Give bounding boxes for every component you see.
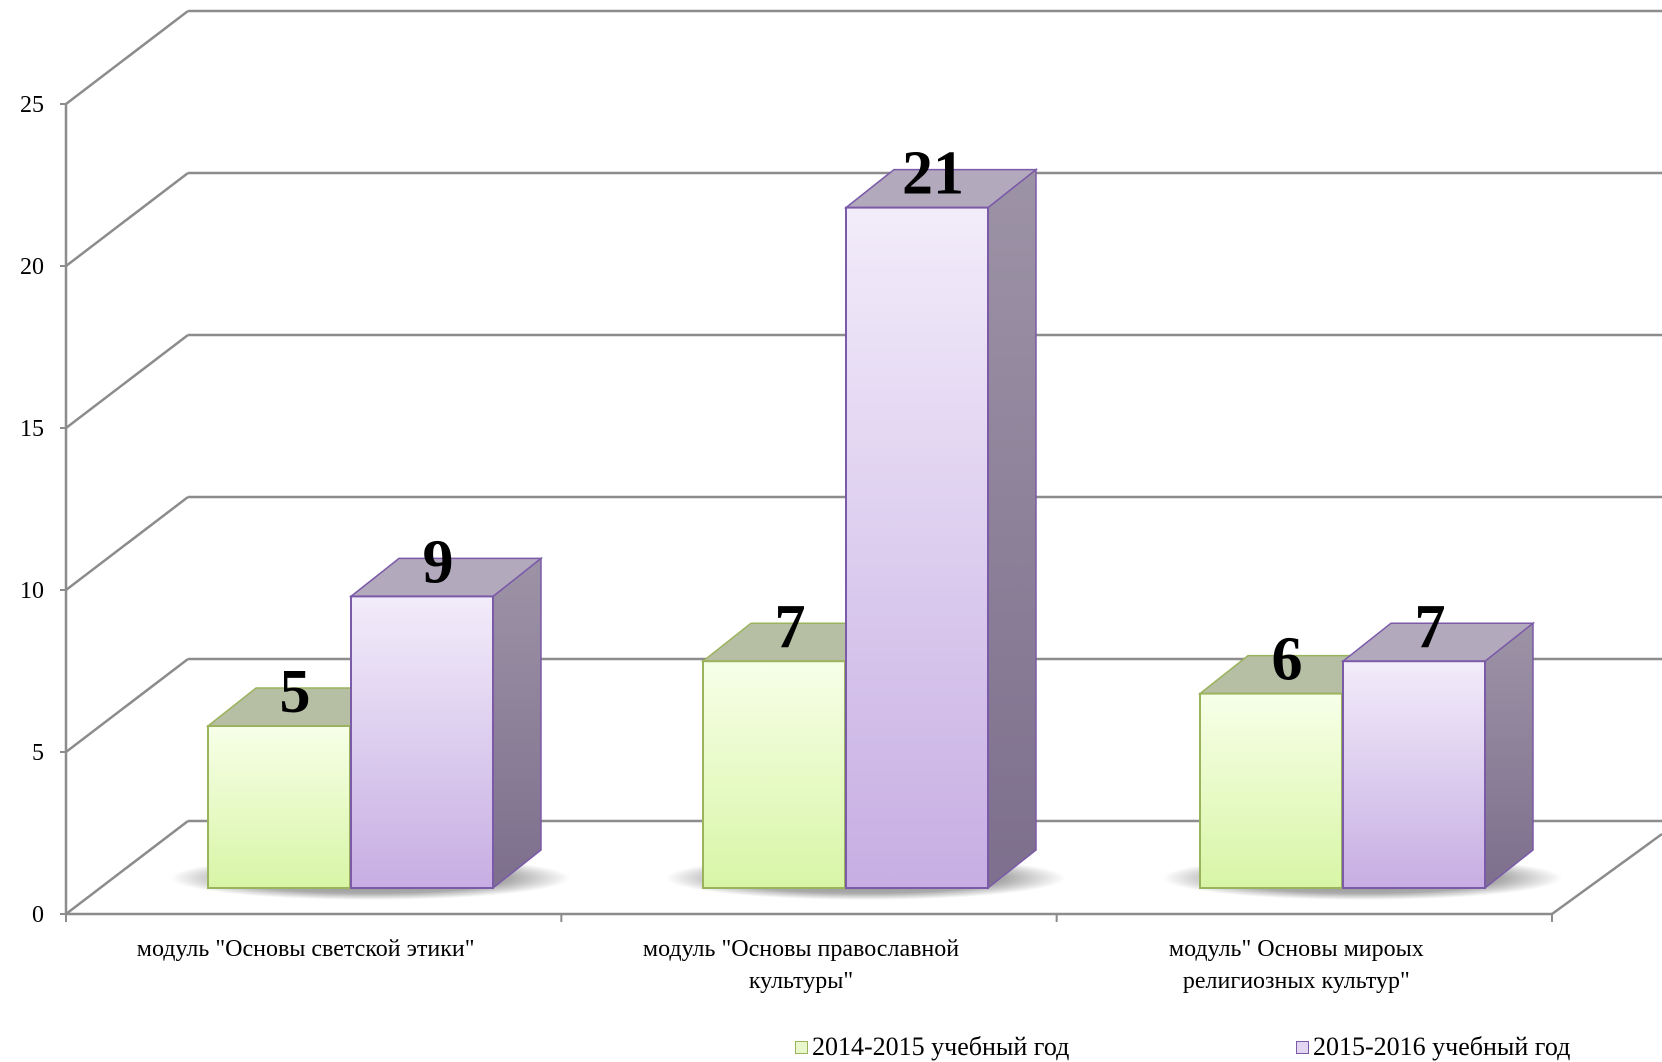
category-label-line: модуль" Основы мироых [1169, 936, 1424, 962]
y-tick-label: 20 [20, 254, 44, 280]
gridline-diagonal [65, 172, 189, 267]
y-tick-label: 10 [20, 578, 44, 604]
y-tick-label: 15 [20, 416, 44, 442]
legend-label-series-2: 2015-2016 учебный год [1313, 1032, 1571, 1061]
gridline-diagonal [65, 496, 189, 591]
category-label-line: модуль "Основы светской этики" [137, 936, 475, 962]
legend-label-series-1: 2014-2015 учебный год [812, 1032, 1070, 1061]
bar-front [1199, 692, 1343, 889]
category-label-line: модуль "Основы православной [643, 936, 959, 962]
data-label: 21 [902, 140, 964, 208]
bar-side [1484, 621, 1534, 890]
y-tick-label: 25 [20, 92, 44, 118]
bar-side [492, 556, 542, 890]
data-label: 7 [1415, 593, 1446, 661]
data-labels: 5 9 7 21 6 7 [280, 140, 1446, 726]
category-label: модуль "Основы светской этики" [137, 936, 475, 962]
data-label: 9 [423, 528, 454, 596]
y-axis-ticks: 0 5 10 15 20 25 [20, 92, 66, 928]
bar-front [1342, 660, 1486, 890]
bar-front [350, 595, 494, 890]
bar-front [207, 725, 351, 889]
x-axis-categories: модуль "Основы светской этики" модуль "Ос… [137, 936, 1424, 994]
legend-swatch-series-1 [795, 1040, 808, 1054]
bar-2-3 [1340, 621, 1536, 890]
bars [170, 168, 1563, 900]
legend-swatch-series-2 [1296, 1040, 1309, 1054]
category-label: модуль" Основы мироых религиозных культур… [1169, 936, 1424, 994]
axes [64, 104, 1662, 922]
gridline-diagonal [65, 820, 189, 915]
legend-item-series-2: 2015-2016 учебный год [1296, 1032, 1570, 1062]
data-label: 6 [1272, 626, 1303, 694]
bar-2-1 [348, 556, 544, 890]
bar-front [702, 660, 846, 890]
floor-right-edge [1551, 832, 1662, 916]
data-label: 7 [775, 593, 806, 661]
gridline-diagonal [65, 658, 189, 753]
bar-front [845, 206, 989, 890]
bar-side [987, 168, 1037, 890]
legend-item-series-1: 2014-2015 учебный год [795, 1032, 1069, 1062]
y-tick-label: 5 [32, 740, 44, 766]
data-label: 5 [280, 658, 311, 726]
gridline-diagonal [65, 10, 189, 105]
bar-2-2 [843, 168, 1039, 890]
category-label-line: культуры" [749, 968, 853, 994]
category-label: модуль "Основы православной культуры" [643, 936, 959, 994]
gridline-diagonal [65, 334, 189, 429]
y-tick-label: 0 [32, 902, 44, 928]
category-label-line: религиозных культур" [1183, 968, 1410, 994]
